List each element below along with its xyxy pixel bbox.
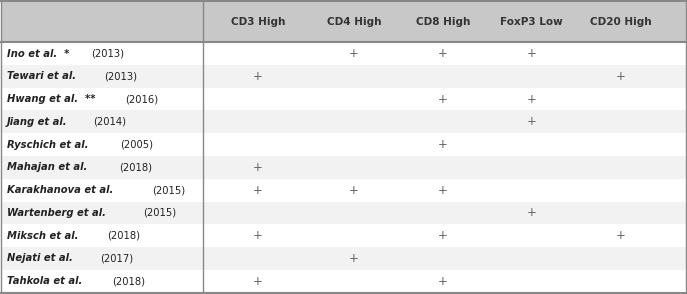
Text: (2018): (2018) bbox=[119, 162, 152, 172]
FancyBboxPatch shape bbox=[1, 202, 686, 224]
Text: +: + bbox=[616, 229, 626, 242]
Text: Tahkola et al.: Tahkola et al. bbox=[7, 276, 89, 286]
Text: +: + bbox=[438, 93, 448, 106]
Text: Tewari et al.: Tewari et al. bbox=[7, 71, 83, 81]
Text: (2016): (2016) bbox=[125, 94, 158, 104]
Text: (2018): (2018) bbox=[108, 231, 141, 241]
Text: (2015): (2015) bbox=[143, 208, 176, 218]
Text: +: + bbox=[253, 70, 263, 83]
Text: +: + bbox=[253, 184, 263, 197]
Text: Nejati et al.: Nejati et al. bbox=[7, 253, 80, 263]
Text: +: + bbox=[527, 47, 537, 60]
Text: CD4 High: CD4 High bbox=[326, 17, 381, 27]
FancyBboxPatch shape bbox=[1, 42, 686, 65]
FancyBboxPatch shape bbox=[1, 65, 686, 88]
Text: FoxP3 Low: FoxP3 Low bbox=[500, 17, 563, 27]
Text: Miksch et al.: Miksch et al. bbox=[7, 231, 85, 241]
Text: +: + bbox=[349, 252, 359, 265]
Text: (2013): (2013) bbox=[104, 71, 137, 81]
Text: Ryschich et al.: Ryschich et al. bbox=[7, 140, 95, 150]
Text: Hwang et al.  **: Hwang et al. ** bbox=[7, 94, 99, 104]
FancyBboxPatch shape bbox=[1, 1, 686, 42]
Text: +: + bbox=[438, 138, 448, 151]
FancyBboxPatch shape bbox=[1, 224, 686, 247]
Text: (2013): (2013) bbox=[91, 49, 124, 59]
FancyBboxPatch shape bbox=[1, 270, 686, 293]
FancyBboxPatch shape bbox=[1, 247, 686, 270]
Text: (2014): (2014) bbox=[93, 117, 126, 127]
Text: Jiang et al.: Jiang et al. bbox=[7, 117, 74, 127]
Text: +: + bbox=[527, 115, 537, 128]
Text: Karakhanova et al.: Karakhanova et al. bbox=[7, 185, 120, 195]
Text: +: + bbox=[253, 229, 263, 242]
FancyBboxPatch shape bbox=[1, 88, 686, 111]
Text: +: + bbox=[438, 275, 448, 288]
Text: +: + bbox=[438, 229, 448, 242]
Text: (2015): (2015) bbox=[153, 185, 185, 195]
Text: CD8 High: CD8 High bbox=[416, 17, 470, 27]
Text: +: + bbox=[253, 161, 263, 174]
Text: +: + bbox=[349, 47, 359, 60]
Text: +: + bbox=[527, 93, 537, 106]
Text: +: + bbox=[253, 275, 263, 288]
Text: +: + bbox=[438, 47, 448, 60]
Text: CD3 High: CD3 High bbox=[231, 17, 285, 27]
Text: (2017): (2017) bbox=[100, 253, 133, 263]
Text: (2018): (2018) bbox=[113, 276, 146, 286]
FancyBboxPatch shape bbox=[1, 133, 686, 156]
FancyBboxPatch shape bbox=[1, 179, 686, 202]
FancyBboxPatch shape bbox=[1, 156, 686, 179]
Text: Mahajan et al.: Mahajan et al. bbox=[7, 162, 94, 172]
Text: CD20 High: CD20 High bbox=[590, 17, 651, 27]
FancyBboxPatch shape bbox=[1, 111, 686, 133]
Text: +: + bbox=[438, 184, 448, 197]
Text: +: + bbox=[616, 70, 626, 83]
Text: +: + bbox=[527, 206, 537, 219]
Text: Ino et al.  *: Ino et al. * bbox=[7, 49, 73, 59]
Text: Wartenberg et al.: Wartenberg et al. bbox=[7, 208, 113, 218]
Text: +: + bbox=[349, 184, 359, 197]
Text: (2005): (2005) bbox=[120, 140, 153, 150]
